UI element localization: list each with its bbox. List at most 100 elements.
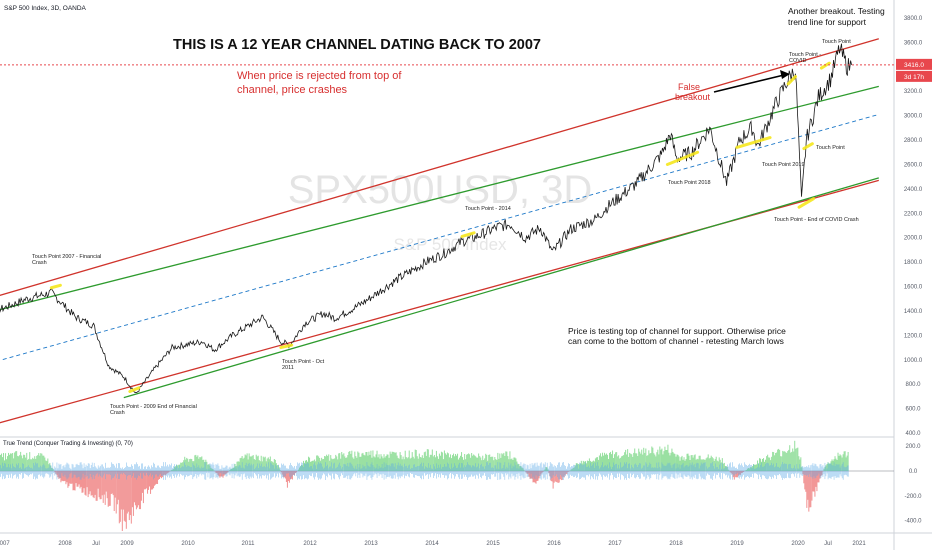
indicator-bar-788 xyxy=(769,457,771,471)
indicator-tick-125 xyxy=(100,464,102,478)
indicator-bar-220 xyxy=(197,455,199,471)
indicator-bar-424 xyxy=(402,456,404,471)
indicator-tick-263 xyxy=(239,465,241,477)
indicator-bar-515 xyxy=(494,457,496,471)
indicator-tick-399 xyxy=(376,464,378,478)
indicator-tick-290 xyxy=(267,466,268,476)
indicator-tick-486 xyxy=(464,465,465,477)
indicator-tick-821 xyxy=(801,466,803,476)
indicator-bar-728 xyxy=(708,458,710,471)
indicator-tick-137 xyxy=(113,464,114,478)
indicator-tick-257 xyxy=(233,463,235,479)
indicator-tick-386 xyxy=(363,466,365,476)
indicator-tick-219 xyxy=(195,467,197,474)
indicator-bar-626 xyxy=(606,453,608,471)
indicator-tick-271 xyxy=(247,463,249,479)
indicator-tick-681 xyxy=(660,468,662,474)
indicator-tick-500 xyxy=(478,463,479,479)
indicator-tick-98 xyxy=(73,467,75,475)
indicator-tick-592 xyxy=(571,466,572,476)
price-tick-label: 2400.0 xyxy=(904,187,923,193)
indicator-tick-809 xyxy=(789,463,790,479)
indicator-tick-684 xyxy=(663,465,665,477)
indicator-tick-387 xyxy=(364,466,366,477)
indicator-bar-350 xyxy=(328,454,330,471)
indicator-tick-540 xyxy=(518,468,520,474)
indicator-tick-745 xyxy=(725,466,726,476)
indicator-tick-196 xyxy=(172,467,173,475)
indicator-bar-225 xyxy=(202,459,204,471)
indicator-tick-672 xyxy=(651,467,653,475)
indicator-bar-334 xyxy=(312,460,314,471)
indicator-bar-727 xyxy=(707,454,709,471)
indicator-tick-349 xyxy=(326,466,327,476)
indicator-bar-431 xyxy=(409,458,411,471)
indicator-bar-457 xyxy=(435,450,437,471)
indicator-bar-688 xyxy=(668,452,670,471)
indicator-tick-187 xyxy=(163,462,164,480)
indicator-tick-238 xyxy=(214,468,216,474)
indicator-tick-342 xyxy=(319,463,320,479)
indicator-bar-277 xyxy=(254,459,256,471)
indicator-tick-790 xyxy=(770,465,771,477)
indicator-bar-503 xyxy=(482,455,484,471)
indicator-tick-352 xyxy=(329,466,330,476)
indicator-tick-325 xyxy=(302,462,303,480)
touch-zone-5 xyxy=(665,150,700,166)
indicator-tick-705 xyxy=(684,466,686,477)
indicator-tick-619 xyxy=(598,465,599,477)
indicator-bar-201 xyxy=(178,464,180,471)
indicator-tick-843 xyxy=(823,467,825,475)
indicator-tick-692 xyxy=(671,467,673,475)
indicator-tick-332 xyxy=(309,467,310,475)
indicator-tick-294 xyxy=(271,463,272,479)
indicator-tick-545 xyxy=(523,463,525,479)
indicator-tick-222 xyxy=(198,465,200,477)
indicator-tick-383 xyxy=(360,468,362,474)
indicator-tick-782 xyxy=(762,466,763,476)
indicator-tick-230 xyxy=(206,468,208,474)
indicator-bar-490 xyxy=(469,454,471,471)
indicator-tick-779 xyxy=(759,467,760,475)
indicator-tick-713 xyxy=(692,465,694,477)
indicator-tick-375 xyxy=(352,465,354,477)
indicator-bar-505 xyxy=(484,458,486,471)
indicator-bar-387 xyxy=(365,452,367,471)
indicator-bar-51 xyxy=(27,459,29,471)
indicator-tick-526 xyxy=(504,462,506,480)
indicator-bar-659 xyxy=(639,451,641,471)
indicator-tick-328 xyxy=(305,463,306,479)
indicator-tick-97 xyxy=(72,464,74,478)
indicator-bar-414 xyxy=(392,451,394,471)
indicator-bar-284 xyxy=(261,461,263,471)
indicator-bar-345 xyxy=(323,459,325,471)
indicator-tick-537 xyxy=(515,465,517,477)
indicator-tick-264 xyxy=(240,467,242,475)
indicator-tick-353 xyxy=(330,466,331,476)
indicator-bar-830 xyxy=(811,471,813,501)
indicator-tick-122 xyxy=(97,465,99,477)
indicator-tick-78 xyxy=(53,469,55,473)
indicator-tick-825 xyxy=(805,467,807,475)
indicator-tick-437 xyxy=(415,467,416,475)
indicator-tick-380 xyxy=(357,464,359,478)
indicator-tick-628 xyxy=(607,464,608,478)
indicator-tick-label: -400.0 xyxy=(904,519,922,525)
indicator-tick-556 xyxy=(534,462,536,480)
indicator-tick-481 xyxy=(459,462,460,480)
indicator-tick-646 xyxy=(625,463,626,479)
indicator-tick-278 xyxy=(255,467,256,475)
indicator-tick-823 xyxy=(803,467,805,475)
indicator-tick-347 xyxy=(324,467,325,475)
indicator-tick-228 xyxy=(204,462,206,480)
indicator-bar-439 xyxy=(417,458,419,471)
indicator-bar-778 xyxy=(759,458,761,471)
indicator-tick-649 xyxy=(628,463,629,478)
indicator-tick-243 xyxy=(219,468,221,474)
indicator-tick-234 xyxy=(210,463,212,478)
indicator-tick-408 xyxy=(385,463,387,479)
indicator-tick-398 xyxy=(375,467,377,475)
indicator-bar-857 xyxy=(838,455,840,471)
indicator-tick-330 xyxy=(307,462,308,480)
